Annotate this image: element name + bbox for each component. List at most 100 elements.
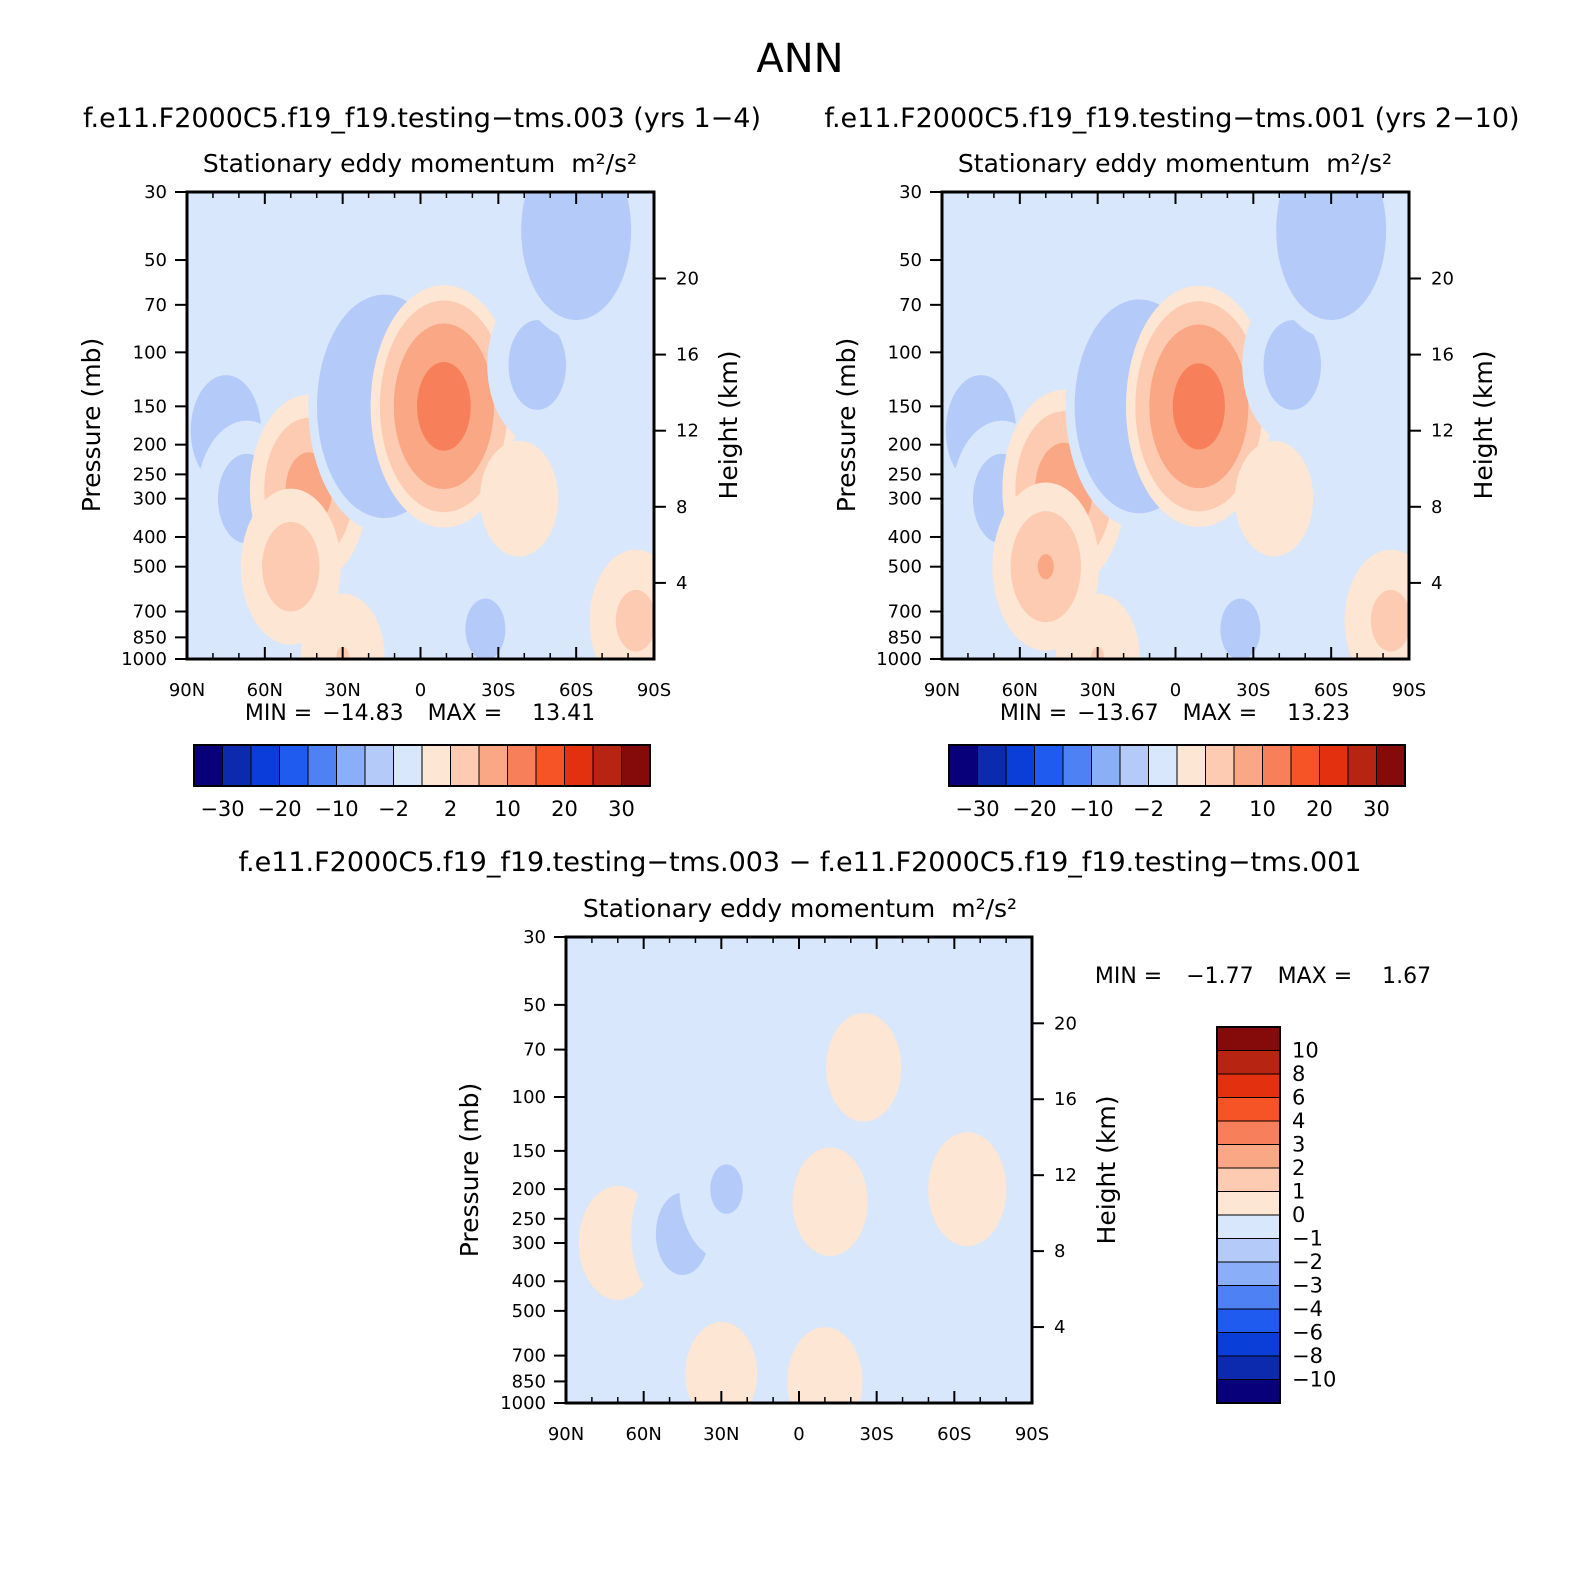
panel-1-subtitle: Stationary eddy momentum m²/s²: [203, 149, 637, 178]
panel-2-ylabel: Pressure (mb): [832, 338, 861, 512]
y-tick-label: 30: [144, 182, 167, 203]
colorbar-swatch: [1034, 744, 1064, 787]
colorbar-swatch: [1233, 744, 1263, 787]
y-tick-label: 50: [144, 250, 167, 271]
x-tick-label: 0: [793, 1424, 804, 1445]
contour-feature-4-level-0: [826, 1013, 902, 1122]
contour-feature-5-level-3: [1172, 363, 1225, 450]
colorbar-swatch: [1216, 1097, 1281, 1122]
y-tick-label: 500: [512, 1301, 546, 1322]
colorbar-label: −2: [1133, 797, 1164, 821]
panel-1-field: [187, 192, 654, 659]
colorbar-swatch: [948, 744, 978, 787]
contour-feature-9-level-1: [1220, 598, 1261, 659]
y-right-tick-label: 12: [676, 421, 699, 442]
contour-feature-7-level-3: [1276, 192, 1387, 321]
x-tick-label: 60S: [1314, 680, 1348, 701]
y-tick-label: 700: [133, 601, 167, 622]
y-right-tick-label: 8: [1054, 1241, 1065, 1262]
y-tick-label: 850: [512, 1371, 546, 1392]
colorbar-swatch: [1005, 744, 1035, 787]
y-tick-label: 70: [899, 295, 922, 316]
colorbar-swatch: [250, 744, 280, 787]
contour-feature-6-level-1: [508, 320, 566, 410]
y-right-tick-label: 12: [1054, 1165, 1077, 1186]
colorbar-label: −10: [314, 797, 358, 821]
panel-1: f.e11.F2000C5.f19_f19.testing−tms.003 (y…: [77, 103, 761, 821]
colorbar-swatch: [535, 744, 565, 787]
colorbar-swatch: [1216, 1308, 1281, 1333]
colorbar-label: −30: [955, 797, 999, 821]
y-right-tick-label: 4: [1431, 573, 1442, 594]
contour-feature-3-level-0: [792, 1147, 868, 1257]
x-tick-label: 90N: [169, 680, 205, 701]
y-tick-label: 300: [512, 1233, 546, 1254]
colorbar-swatch: [621, 744, 651, 787]
contour-feature-10-level-0: [300, 593, 385, 659]
colorbar-swatch: [364, 744, 394, 787]
y-tick-label: 250: [512, 1209, 546, 1230]
colorbar-frame: [193, 744, 651, 787]
y-tick-label: 30: [523, 927, 546, 948]
colorbar-swatch: [1290, 744, 1320, 787]
y-tick-label: 100: [512, 1087, 546, 1108]
colorbar-swatch: [336, 744, 366, 787]
x-tick-label: 30N: [324, 680, 360, 701]
colorbar-label: −3: [1292, 1274, 1323, 1298]
page-title: ANN: [756, 36, 843, 82]
colorbar-label: −1: [1292, 1227, 1323, 1251]
colorbar-label: 10: [494, 797, 521, 821]
colorbar-swatch: [564, 744, 594, 787]
colorbar-label: −20: [1012, 797, 1056, 821]
colorbar-label: −10: [1069, 797, 1113, 821]
panel-3-subtitle: Stationary eddy momentum m²/s²: [583, 894, 1017, 923]
contour-feature-2-level-1: [710, 1164, 743, 1214]
y-tick-label: 50: [523, 995, 546, 1016]
contour-feature-6-level-1: [1263, 320, 1321, 410]
y-tick-label: 200: [512, 1179, 546, 1200]
panel-2-axes: 90N 60N 30N 0 30S 60S 90S 30 50 70 100 150 200 250 300…: [876, 182, 1454, 701]
colorbar-label: 20: [1306, 797, 1333, 821]
y-tick-label: 700: [888, 601, 922, 622]
panel-3-axes: 90N 60N 30N 0 30S 60S 90S 30 50 70 100 150 200 250 300…: [500, 927, 1077, 1445]
y-tick-label: 400: [133, 527, 167, 548]
panel-3-stats: MIN = −1.77 MAX = 1.67: [1095, 964, 1431, 989]
colorbar-swatch: [450, 744, 480, 787]
colorbar-label: 1: [1292, 1180, 1305, 1204]
colorbar-frame: [948, 744, 1406, 787]
colorbar-label: −20: [257, 797, 301, 821]
contour-feature-9-level-1: [465, 598, 506, 659]
colorbar-swatch: [478, 744, 508, 787]
y-right-tick-label: 16: [676, 345, 699, 366]
colorbar-swatch: [1216, 1261, 1281, 1286]
panel-3-ylabel-right: Height (km): [1092, 1096, 1121, 1245]
colorbar-label: 20: [551, 797, 578, 821]
contour-feature-10-level-0: [1055, 593, 1140, 659]
y-tick-label: 250: [888, 464, 922, 485]
colorbar-label: 30: [1363, 797, 1390, 821]
contour-feature-5-level-3: [417, 361, 471, 451]
contour-feature-6-level-0: [685, 1322, 758, 1403]
y-right-tick-label: 20: [1054, 1013, 1077, 1034]
x-tick-label: 30S: [481, 680, 515, 701]
colorbar-label: 10: [1292, 1039, 1319, 1063]
x-tick-label: 60N: [625, 1424, 661, 1445]
y-right-tick-label: 8: [676, 497, 687, 518]
colorbar-swatch: [1216, 1050, 1281, 1075]
y-tick-label: 150: [888, 396, 922, 417]
y-right-tick-label: 16: [1054, 1089, 1077, 1110]
colorbar-frame: [1216, 1026, 1281, 1404]
colorbar-swatch: [1376, 744, 1406, 787]
colorbar-label: −2: [378, 797, 409, 821]
panel-2-stats: MIN = −13.67 MAX = 13.23: [1000, 701, 1350, 726]
y-right-tick-label: 12: [1431, 421, 1454, 442]
y-tick-label: 70: [144, 295, 167, 316]
x-tick-label: 90N: [548, 1424, 584, 1445]
y-tick-label: 150: [512, 1141, 546, 1162]
colorbar-swatch: [1216, 1144, 1281, 1169]
x-tick-label: 90N: [924, 680, 960, 701]
panel-3-title: f.e11.F2000C5.f19_f19.testing−tms.003 − …: [238, 847, 1361, 878]
colorbar-label: −2: [1292, 1250, 1323, 1274]
panel-1-ylabel-right: Height (km): [714, 351, 743, 500]
